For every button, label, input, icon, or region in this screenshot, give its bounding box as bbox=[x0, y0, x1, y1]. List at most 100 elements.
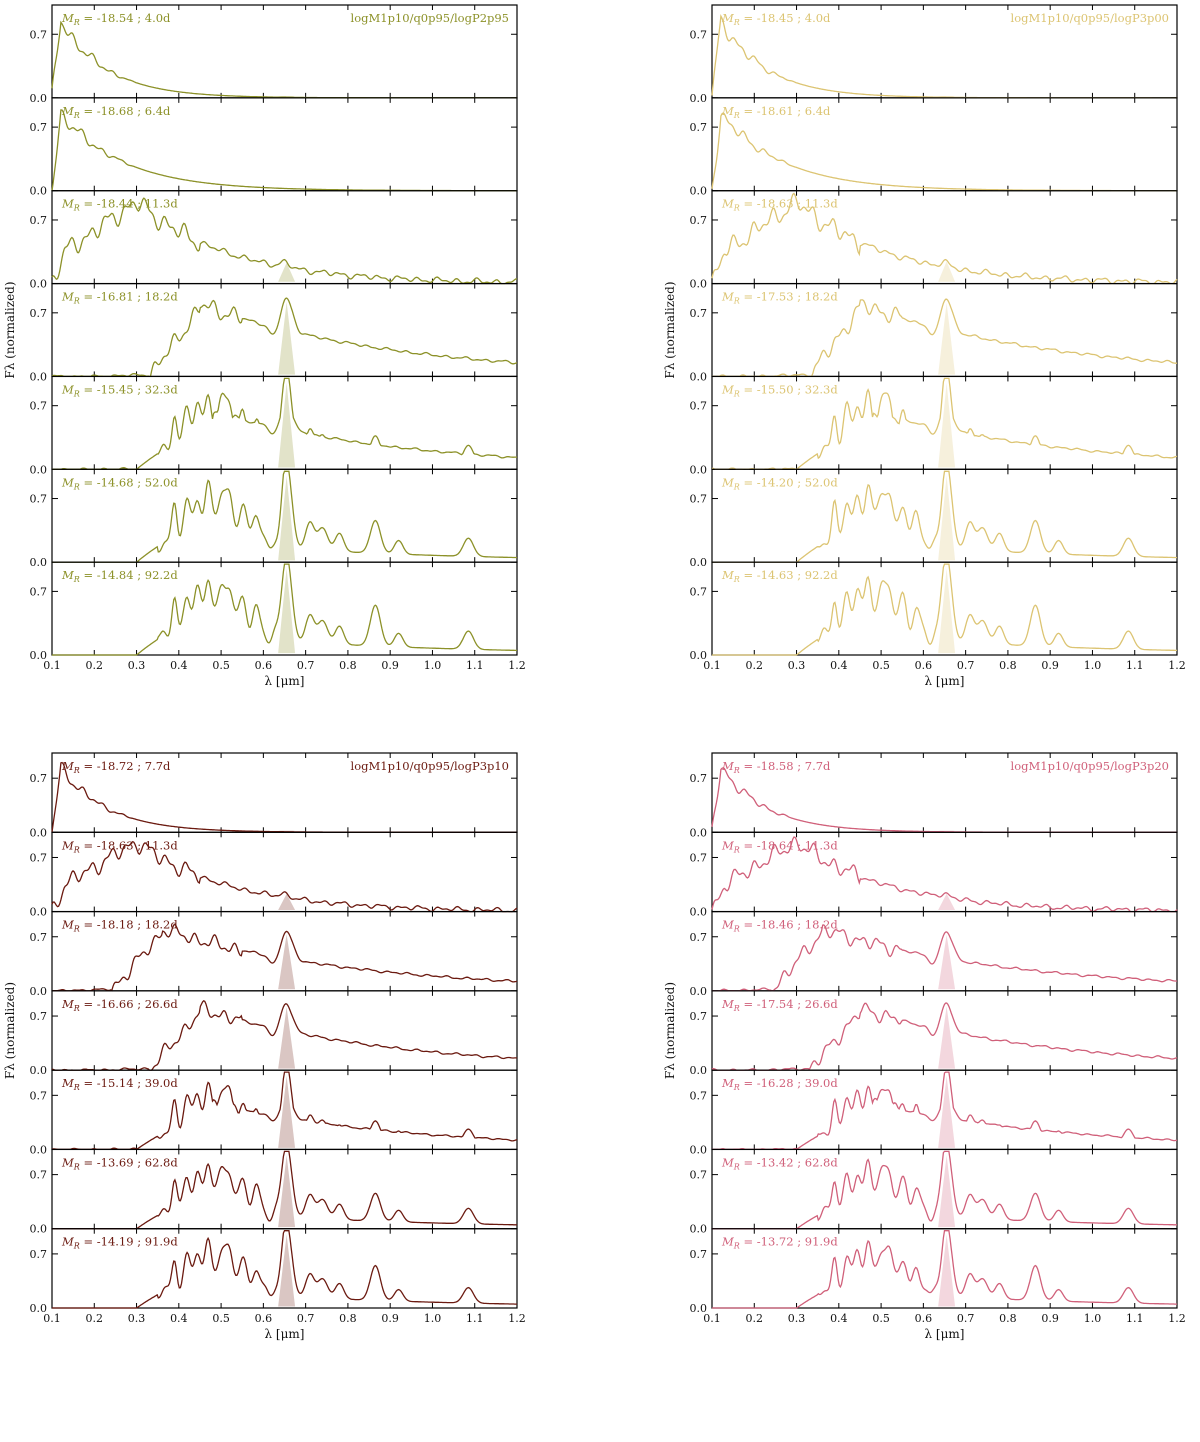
spectrum-line bbox=[711, 836, 1178, 913]
emission-shading bbox=[938, 568, 956, 654]
y-tick-label: 0.0 bbox=[30, 906, 48, 919]
spectrum-panel: 0.0 0.7 MR = -18.18 ; 18.2d bbox=[30, 910, 518, 998]
spectrum-panel: 0.0 0.7 MR = -18.63 ; 11.3d bbox=[30, 831, 518, 919]
panel-label: MR = -13.69 ; 62.8d bbox=[61, 1155, 178, 1171]
x-axis-label: λ [μm] bbox=[265, 674, 305, 688]
x-tick-label: 0.3 bbox=[788, 1312, 806, 1325]
y-tick-label: 0.7 bbox=[690, 1169, 708, 1182]
panel-label: MR = -15.50 ; 32.3d bbox=[721, 382, 838, 398]
y-tick-label: 0.0 bbox=[30, 185, 48, 198]
x-tick-label: 1.0 bbox=[1084, 659, 1102, 672]
panel-frame bbox=[711, 561, 1178, 656]
x-tick-label: 1.2 bbox=[508, 1312, 526, 1325]
spectrum-panel: 0.0 0.7 MR = -14.20 ; 52.0d bbox=[690, 468, 1178, 569]
x-tick-label: 1.0 bbox=[424, 659, 442, 672]
model-label: logM1p10/q0p95/logP3p00 bbox=[1011, 11, 1169, 25]
x-axis-label: λ [μm] bbox=[925, 1327, 965, 1341]
y-tick-label: 0.0 bbox=[30, 985, 48, 998]
x-tick-label: 0.3 bbox=[128, 659, 146, 672]
y-tick-label: 0.7 bbox=[690, 851, 708, 864]
x-tick-label: 0.8 bbox=[339, 659, 357, 672]
spectrum-panel: 0.0 0.7 MR = -18.44 ; 11.3d bbox=[30, 190, 518, 291]
chart-group-2: 0.0 0.7 MR = -18.45 ; 4.0d logM1p10/q0p95/l… bbox=[663, 4, 1186, 688]
spectrum-panel: 0.0 0.7 MR = -18.72 ; 7.7d logM1p10/q0p95/l… bbox=[30, 752, 518, 839]
emission-shading bbox=[938, 1155, 956, 1228]
y-tick-label: 0.0 bbox=[690, 906, 708, 919]
y-tick-label: 0.0 bbox=[30, 1302, 48, 1315]
panel-label: MR = -18.64 ; 11.3d bbox=[721, 838, 838, 854]
y-tick-label: 0.0 bbox=[30, 463, 48, 476]
panel-label: MR = -15.45 ; 32.3d bbox=[61, 382, 178, 398]
y-tick-label: 0.0 bbox=[30, 370, 48, 383]
x-tick-label: 1.1 bbox=[1126, 659, 1144, 672]
x-tick-label: 1.2 bbox=[1168, 659, 1186, 672]
x-tick-label: 0.1 bbox=[703, 1312, 721, 1325]
y-tick-label: 0.0 bbox=[30, 1223, 48, 1236]
spectrum-panel: 0.0 0.7 MR = -15.45 ; 32.3d bbox=[30, 375, 518, 476]
x-tick-label: 0.6 bbox=[255, 659, 273, 672]
x-tick-label: 0.2 bbox=[746, 659, 764, 672]
x-tick-label: 0.1 bbox=[43, 1312, 61, 1325]
panel-frame bbox=[711, 1228, 1178, 1309]
x-tick-label: 0.7 bbox=[297, 1312, 315, 1325]
x-tick-label: 0.9 bbox=[1041, 659, 1059, 672]
y-tick-label: 0.0 bbox=[690, 826, 708, 839]
y-tick-label: 0.7 bbox=[30, 1089, 48, 1102]
chart-group-3: 0.0 0.7 MR = -18.72 ; 7.7d logM1p10/q0p95/l… bbox=[3, 752, 526, 1341]
y-tick-label: 0.0 bbox=[690, 1223, 708, 1236]
panel-label: MR = -18.61 ; 6.4d bbox=[721, 104, 831, 120]
model-label: logM1p10/q0p95/logP3p10 bbox=[351, 759, 509, 773]
y-axis-label: Fλ (normalized) bbox=[3, 982, 17, 1079]
panel-label: MR = -14.68 ; 52.0d bbox=[61, 475, 178, 491]
spectrum-panel: 0.0 0.7 MR = -17.53 ; 18.2d bbox=[690, 282, 1178, 383]
spectrum-panel: 0.0 0.7 MR = -18.54 ; 4.0d logM1p10/q0p95/l… bbox=[30, 4, 518, 105]
panel-label: MR = -16.66 ; 26.6d bbox=[61, 997, 178, 1013]
spectrum-panel: 0.0 0.7 MR = -16.66 ; 26.6d bbox=[30, 990, 518, 1077]
emission-shading bbox=[938, 1006, 956, 1069]
panel-label: MR = -13.72 ; 91.9d bbox=[721, 1235, 838, 1251]
y-tick-label: 0.7 bbox=[30, 851, 48, 864]
panel-label: MR = -17.54 ; 26.6d bbox=[721, 997, 838, 1013]
y-tick-label: 0.0 bbox=[30, 1064, 48, 1077]
y-tick-label: 0.7 bbox=[690, 214, 708, 227]
spectrum-line bbox=[712, 924, 1178, 992]
panel-label: MR = -18.58 ; 7.7d bbox=[721, 759, 831, 775]
panel-label: MR = -18.63 ; 11.3d bbox=[721, 197, 838, 213]
x-tick-label: 0.7 bbox=[957, 1312, 975, 1325]
x-tick-label: 0.6 bbox=[255, 1312, 273, 1325]
y-tick-label: 0.7 bbox=[30, 931, 48, 944]
x-tick-label: 0.3 bbox=[128, 1312, 146, 1325]
y-tick-label: 0.0 bbox=[690, 1143, 708, 1156]
spectrum-panel: 0.0 0.7 MR = -18.61 ; 6.4d bbox=[690, 97, 1178, 198]
x-tick-label: 1.1 bbox=[466, 1312, 484, 1325]
panel-label: MR = -13.42 ; 62.8d bbox=[721, 1155, 838, 1171]
spectrum-panel: 0.0 0.7 MR = -14.63 ; 92.2d bbox=[690, 561, 1178, 662]
x-tick-label: 0.2 bbox=[86, 659, 104, 672]
y-tick-label: 0.0 bbox=[30, 278, 48, 291]
y-tick-label: 0.0 bbox=[690, 92, 708, 105]
spectrum-panel: 0.0 0.7 MR = -14.84 ; 92.2d bbox=[30, 561, 518, 662]
x-tick-label: 1.0 bbox=[1084, 1312, 1102, 1325]
spectrum-panel: 0.0 0.7 MR = -18.68 ; 6.4d bbox=[30, 97, 518, 198]
spectrum-line bbox=[711, 112, 1177, 192]
x-tick-label: 0.8 bbox=[339, 1312, 357, 1325]
spectrum-panel: 0.0 0.7 MR = -13.72 ; 91.9d bbox=[690, 1228, 1178, 1315]
y-tick-label: 0.0 bbox=[690, 463, 708, 476]
emission-shading bbox=[938, 475, 956, 561]
panel-label: MR = -18.45 ; 4.0d bbox=[721, 11, 831, 27]
y-tick-label: 0.0 bbox=[690, 985, 708, 998]
panel-label: MR = -14.19 ; 91.9d bbox=[61, 1235, 178, 1251]
y-tick-label: 0.0 bbox=[690, 1064, 708, 1077]
spectrum-line bbox=[711, 767, 1177, 833]
emission-shading bbox=[278, 1076, 296, 1148]
y-axis-label: Fλ (normalized) bbox=[663, 281, 677, 378]
x-tick-label: 0.7 bbox=[297, 659, 315, 672]
panel-label: MR = -16.28 ; 39.0d bbox=[721, 1076, 838, 1092]
emission-shading bbox=[938, 1234, 956, 1307]
spectrum-panel: 0.0 0.7 MR = -18.58 ; 7.7d logM1p10/q0p95/l… bbox=[690, 752, 1178, 839]
x-tick-label: 0.2 bbox=[746, 1312, 764, 1325]
y-tick-label: 0.0 bbox=[690, 649, 708, 662]
panel-label: MR = -18.46 ; 18.2d bbox=[721, 918, 838, 934]
spectrum-line bbox=[51, 761, 517, 833]
